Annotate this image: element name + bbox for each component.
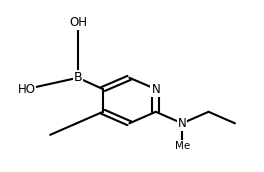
Text: OH: OH [69,16,87,29]
Text: N: N [178,117,187,130]
Text: Me: Me [175,141,190,151]
Text: B: B [74,71,82,84]
Text: HO: HO [17,83,35,96]
Text: N: N [151,83,160,96]
